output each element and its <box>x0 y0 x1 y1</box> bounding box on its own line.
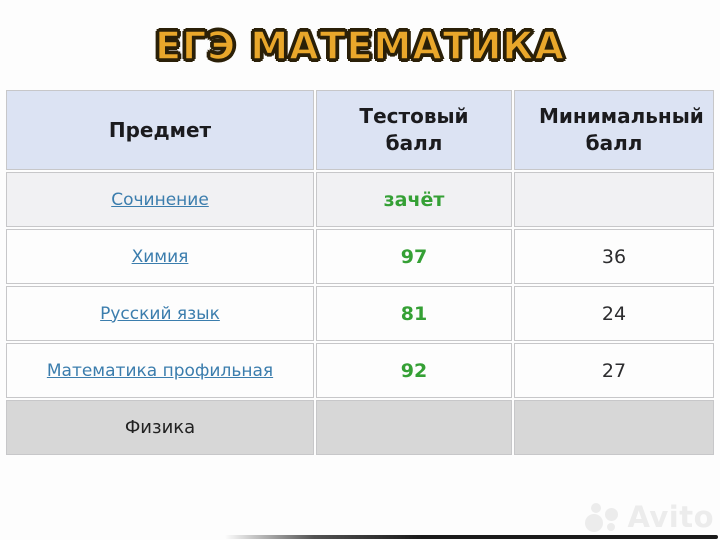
avito-logo-icon <box>583 500 623 534</box>
cell-subject: Сочинение <box>6 172 314 227</box>
avito-watermark: Avito <box>583 500 714 534</box>
test-score-value: 81 <box>400 302 428 325</box>
cell-subject: Математика профильная <box>6 343 314 398</box>
header-test-score-label: Тестовый балл <box>359 104 469 155</box>
cell-min-score <box>514 172 714 227</box>
test-score-value: 97 <box>400 245 428 268</box>
cell-min-score <box>514 400 714 455</box>
test-score-value: зачёт <box>383 188 445 211</box>
page-title: ЕГЭ МАТЕМАТИКА <box>154 23 565 69</box>
cell-min-score: 36 <box>514 229 714 284</box>
min-score-value: 36 <box>601 245 627 268</box>
min-score-value: 24 <box>601 302 627 325</box>
subject-link-essay[interactable]: Сочинение <box>111 189 209 210</box>
header-subject-label: Предмет <box>108 117 212 142</box>
table-row-math-profile: Математика профильная 92 27 <box>6 343 714 398</box>
subject-link-chemistry[interactable]: Химия <box>131 246 189 267</box>
exam-results-table: Предмет Тестовый балл Минимальный балл С… <box>4 88 716 457</box>
header-subject: Предмет <box>6 90 314 170</box>
table-row-essay: Сочинение зачёт <box>6 172 714 227</box>
table-header-row: Предмет Тестовый балл Минимальный балл <box>6 90 714 170</box>
subject-label-physics: Физика <box>124 417 196 438</box>
header-min-score: Минимальный балл <box>514 90 714 170</box>
header-min-score-label: Минимальный балл <box>539 104 704 155</box>
avito-watermark-label: Avito <box>627 500 714 534</box>
cell-subject: Химия <box>6 229 314 284</box>
cell-test-score: 92 <box>316 343 512 398</box>
subject-link-russian[interactable]: Русский язык <box>100 303 220 324</box>
bottom-dark-bar <box>225 535 718 539</box>
subject-link-math-profile[interactable]: Математика профильная <box>46 360 274 381</box>
table-row-chemistry: Химия 97 36 <box>6 229 714 284</box>
min-score-value: 27 <box>601 359 627 382</box>
test-score-value: 92 <box>400 359 428 382</box>
cell-test-score <box>316 400 512 455</box>
cell-test-score: 81 <box>316 286 512 341</box>
cell-subject: Физика <box>6 400 314 455</box>
table-row-russian: Русский язык 81 24 <box>6 286 714 341</box>
header-test-score: Тестовый балл <box>316 90 512 170</box>
cell-min-score: 27 <box>514 343 714 398</box>
cell-subject: Русский язык <box>6 286 314 341</box>
cell-test-score: 97 <box>316 229 512 284</box>
cell-test-score: зачёт <box>316 172 512 227</box>
cell-min-score: 24 <box>514 286 714 341</box>
table-row-physics: Физика <box>6 400 714 455</box>
